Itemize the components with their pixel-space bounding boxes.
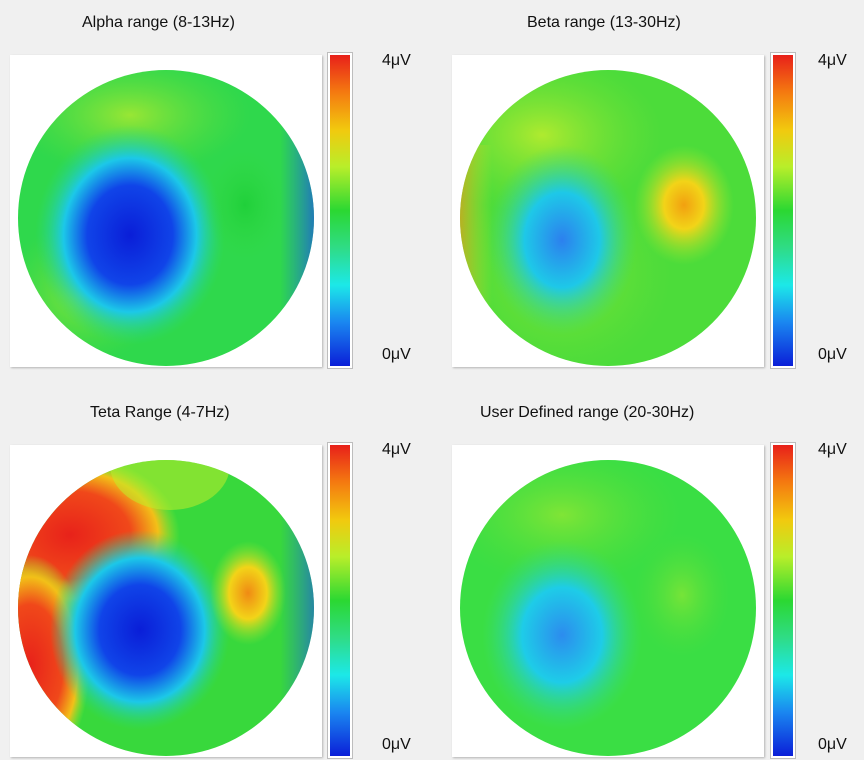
scale-max-label-alpha: 4μV xyxy=(382,52,411,69)
panel-title-beta: Beta range (13-30Hz) xyxy=(527,14,681,31)
scale-min-label-alpha: 0μV xyxy=(382,346,411,363)
scale-max-label-user-defined: 4μV xyxy=(818,441,847,458)
topomap-alpha xyxy=(10,55,322,367)
color-scale-teta xyxy=(327,442,353,759)
scale-max-label-teta: 4μV xyxy=(382,441,411,458)
scale-max-label-beta: 4μV xyxy=(818,52,847,69)
topomap-beta xyxy=(452,55,764,367)
color-scale-gradient xyxy=(330,445,350,756)
topomap-user-defined xyxy=(452,445,764,757)
color-scale-gradient xyxy=(330,55,350,366)
color-scale-gradient xyxy=(773,55,793,366)
panel-title-user-defined: User Defined range (20-30Hz) xyxy=(480,404,695,421)
scale-min-label-user-defined: 0μV xyxy=(818,736,847,753)
color-scale-beta xyxy=(770,52,796,369)
topomap-alpha-svg xyxy=(18,70,314,366)
color-scale-gradient xyxy=(773,445,793,756)
topomap-teta-svg xyxy=(18,460,314,756)
topomap-teta xyxy=(10,445,322,757)
panel-title-teta: Teta Range (4-7Hz) xyxy=(90,404,230,421)
topomap-beta-svg xyxy=(460,70,756,366)
color-scale-user-defined xyxy=(770,442,796,759)
scale-min-label-beta: 0μV xyxy=(818,346,847,363)
color-scale-alpha xyxy=(327,52,353,369)
panel-title-alpha: Alpha range (8-13Hz) xyxy=(82,14,235,31)
scale-min-label-teta: 0μV xyxy=(382,736,411,753)
topomap-user-defined-svg xyxy=(460,460,756,756)
